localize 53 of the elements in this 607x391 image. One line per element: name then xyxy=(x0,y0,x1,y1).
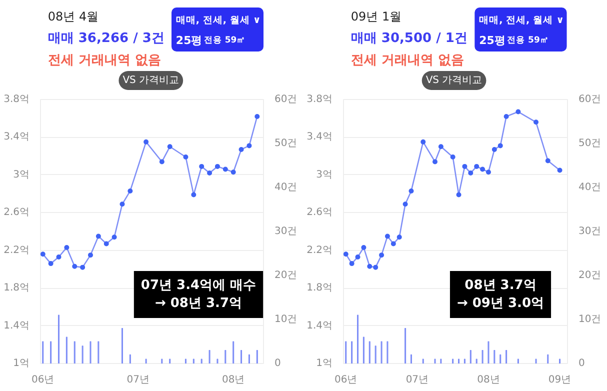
text: 매매 30,500 / 1건 xyxy=(350,31,468,46)
y-tick-label: 1.4억 xyxy=(306,320,333,332)
y2-tick-label: 0 xyxy=(274,358,281,369)
y2-tick-label: 10건 xyxy=(578,314,602,325)
text: 25평 xyxy=(479,34,506,47)
text: 전용 59㎡ xyxy=(204,36,246,46)
text: VS 가격비교 xyxy=(122,75,180,86)
y2-tick-label: 10건 xyxy=(274,314,298,325)
y-tick-label: 1.4억 xyxy=(4,320,30,332)
y-tick-label: 2.6억 xyxy=(306,207,333,218)
chart-title: 09년 1월 xyxy=(350,10,402,24)
text: 전세 거래내역 없음 xyxy=(48,53,161,68)
y2-tick-label: 40건 xyxy=(578,182,602,193)
x-tick-label: 06년 xyxy=(334,374,358,386)
y-tick-label: 3.4억 xyxy=(4,132,30,143)
y-tick-label: 3억 xyxy=(13,169,30,180)
y-tick-label: 3.8억 xyxy=(306,94,333,105)
annotation: 08년 3.7억 → 09년 3.0억 xyxy=(456,278,544,311)
text: 전세 거래내역 없음 xyxy=(350,53,464,68)
y-tick-label: 1.8억 xyxy=(4,282,30,294)
y-tick-label: 3.8억 xyxy=(4,94,30,105)
text: 매매, 전세, 월세 ∨ xyxy=(479,15,564,26)
y-tick-label: 1.8억 xyxy=(306,282,333,294)
y-tick-label: 3.4억 xyxy=(306,132,333,143)
y2-tick-label: 0 xyxy=(578,358,585,369)
y2-tick-label: 30건 xyxy=(274,226,298,237)
y2-tick-label: 40건 xyxy=(274,182,298,193)
x-tick-label: 07년 xyxy=(406,374,429,386)
x-tick-label: 08년 xyxy=(477,374,500,386)
text: 매매, 전세, 월세 ∨ xyxy=(176,15,261,26)
x-tick-label: 09년 xyxy=(548,374,572,386)
x-tick-label: 07년 xyxy=(126,374,150,386)
y-tick-label: 2.2억 xyxy=(306,244,333,256)
y2-tick-label: 30건 xyxy=(578,226,602,237)
chart-title: 08년 4월 xyxy=(48,10,99,24)
y-tick-label: 1억 xyxy=(13,358,30,369)
annotation: 07년 3.4억에 매수 → 08년 3.7억 xyxy=(140,278,256,311)
y-tick-label: 2.6억 xyxy=(4,207,30,218)
y2-tick-label: 20건 xyxy=(578,270,602,281)
x-tick-label: 08년 xyxy=(222,374,245,386)
y-tick-label: 2.2억 xyxy=(4,244,30,256)
y2-tick-label: 20건 xyxy=(274,270,298,281)
text: 전용 59㎡ xyxy=(507,36,549,46)
y2-tick-label: 60건 xyxy=(274,94,298,105)
y-tick-label: 1억 xyxy=(316,358,333,369)
text: 25평 xyxy=(176,34,202,47)
y-tick-label: 3억 xyxy=(316,169,333,180)
text: VS 가격비교 xyxy=(426,75,482,86)
y2-tick-label: 50건 xyxy=(578,138,602,149)
text: 매매 36,266 / 3건 xyxy=(48,31,164,46)
x-tick-label: 06년 xyxy=(32,374,54,386)
y2-tick-label: 60건 xyxy=(578,94,602,105)
y2-tick-label: 50건 xyxy=(274,138,298,149)
